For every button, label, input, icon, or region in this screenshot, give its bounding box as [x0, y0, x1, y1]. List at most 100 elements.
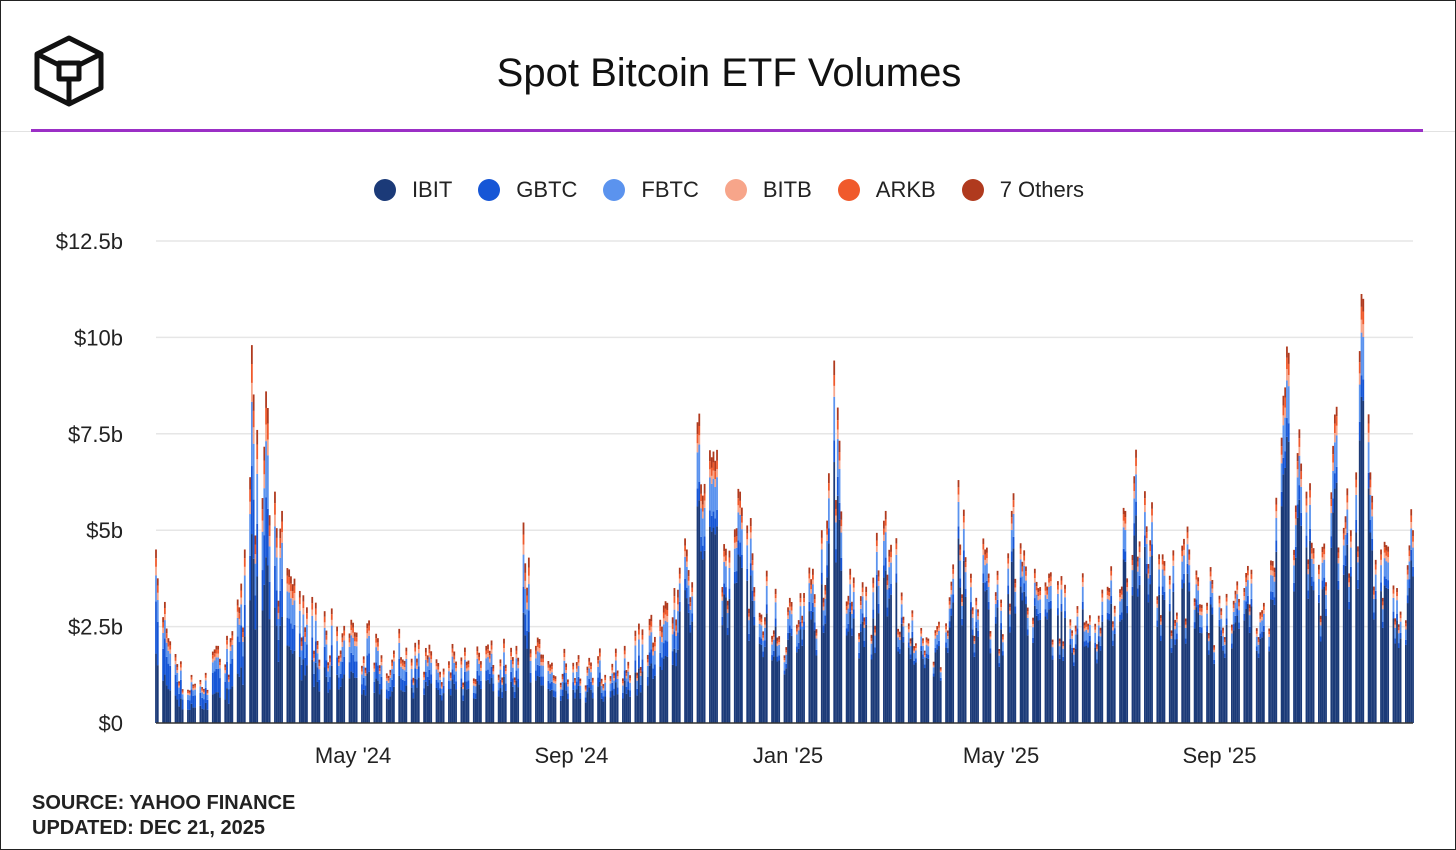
bar: [1367, 414, 1370, 723]
bar-segment-ibit: [497, 696, 500, 723]
bar-segment-bitb: [977, 616, 979, 620]
bar-segment-gbtc: [895, 573, 898, 583]
bar: [355, 632, 358, 723]
bar-segment-7-others: [1358, 351, 1361, 363]
legend-item-7-others[interactable]: 7 Others: [961, 177, 1084, 203]
bar-segment-gbtc: [1358, 421, 1361, 441]
bar-segment-gbtc: [586, 684, 589, 693]
bar-segment-7-others: [1124, 510, 1127, 518]
bar: [217, 645, 220, 723]
bar-segment-gbtc: [1373, 612, 1375, 620]
bar-segment-ibit: [1300, 525, 1303, 723]
bar-segment-arkb: [1207, 635, 1210, 639]
bar: [1170, 630, 1173, 723]
bar-segment-fbtc: [249, 514, 251, 556]
bar-segment-7-others: [733, 529, 736, 538]
bar-segment-gbtc: [1225, 618, 1228, 625]
bar-segment-7-others: [1236, 581, 1239, 586]
bar-segment-7-others: [430, 651, 433, 656]
bar-segment-7-others: [948, 597, 951, 602]
bar-segment-fbtc: [1120, 598, 1123, 613]
bar-segment-gbtc: [1184, 638, 1187, 644]
bar-segment-gbtc: [1048, 601, 1050, 610]
legend-item-bitb[interactable]: BITB: [724, 177, 812, 203]
bar-segment-fbtc: [886, 589, 889, 608]
legend-item-fbtc[interactable]: FBTC: [603, 177, 699, 203]
bar: [1168, 575, 1171, 723]
bar-segment-ibit: [460, 686, 463, 723]
bar-segment-gbtc: [561, 689, 564, 696]
bar-segment-gbtc: [387, 690, 390, 700]
legend-item-arkb[interactable]: ARKB: [837, 177, 936, 203]
bar-segment-bitb: [858, 639, 860, 643]
bar: [231, 631, 234, 723]
bar: [229, 638, 232, 723]
bar-segment-arkb: [1001, 636, 1004, 640]
bar: [796, 624, 798, 723]
bar-segment-bitb: [753, 596, 756, 601]
bar-segment-gbtc: [1057, 608, 1059, 616]
bar-segment-ibit: [851, 635, 853, 723]
bar: [1000, 599, 1002, 723]
bar-segment-bitb: [1193, 605, 1196, 610]
bar-segment-7-others: [723, 544, 726, 552]
bar-segment-arkb: [355, 637, 358, 642]
bar-segment-ibit: [627, 689, 630, 723]
bar-segment-7-others: [1396, 588, 1398, 593]
bar-segment-ibit: [1026, 635, 1029, 723]
bar-segment-arkb: [646, 659, 649, 663]
bar-segment-7-others: [467, 660, 470, 665]
bar-segment-gbtc: [1037, 613, 1040, 621]
bar-segment-fbtc: [199, 686, 202, 693]
bar-segment-gbtc: [1025, 596, 1027, 605]
bar-segment-gbtc: [430, 674, 433, 684]
bar-segment-7-others: [1193, 598, 1196, 603]
bar-segment-arkb: [923, 652, 926, 656]
bar-segment-arkb: [1085, 623, 1088, 627]
bar-segment-arkb: [895, 543, 898, 550]
bar-segment-bitb: [1175, 619, 1178, 623]
bar-segment-bitb: [1282, 415, 1285, 426]
bar: [1085, 620, 1088, 723]
bar-segment-fbtc: [801, 626, 804, 640]
bar: [858, 633, 860, 723]
bar-segment-ibit: [485, 680, 488, 723]
bar-segment-arkb: [803, 598, 805, 603]
bar-segment-fbtc: [353, 645, 356, 662]
bar-segment-ibit: [783, 674, 786, 723]
bar-segment-arkb: [385, 675, 388, 679]
bar-segment-arkb: [1305, 498, 1308, 506]
bar-segment-arkb: [758, 617, 761, 621]
bar-segment-fbtc: [1144, 512, 1146, 536]
bar-segment-bitb: [439, 677, 441, 680]
bar-segment-arkb: [455, 665, 457, 669]
bar-segment-ibit: [1083, 646, 1086, 723]
bar-segment-ibit: [281, 616, 283, 723]
bar-segment-arkb: [1262, 606, 1265, 611]
bar-segment-arkb: [1035, 586, 1038, 591]
bar-segment-arkb: [1296, 461, 1299, 470]
bar-segment-bitb: [883, 534, 885, 541]
bar-segment-ibit: [162, 680, 164, 723]
bar-segment-fbtc: [586, 675, 589, 685]
bar: [559, 682, 562, 723]
bar: [666, 602, 669, 723]
bar-segment-ibit: [1106, 619, 1109, 723]
bar-segment-bitb: [975, 605, 978, 610]
bar-segment-gbtc: [337, 677, 340, 690]
legend-item-gbtc[interactable]: GBTC: [478, 177, 577, 203]
bar-segment-arkb: [1408, 550, 1411, 557]
bar-segment-ibit: [165, 685, 168, 723]
bar-segment-7-others: [350, 619, 353, 625]
bar-segment-gbtc: [176, 681, 179, 700]
bar-segment-7-others: [1135, 449, 1137, 458]
bar-segment-ibit: [923, 668, 926, 723]
bar-segment-7-others: [302, 595, 305, 602]
bar-segment-ibit: [1321, 589, 1324, 723]
bar-segment-arkb: [341, 637, 344, 643]
bar-segment-gbtc: [820, 572, 823, 585]
bar-segment-ibit: [1085, 645, 1088, 723]
bar: [801, 615, 804, 723]
legend-item-ibit[interactable]: IBIT: [373, 177, 452, 203]
bar-segment-gbtc: [629, 690, 631, 697]
